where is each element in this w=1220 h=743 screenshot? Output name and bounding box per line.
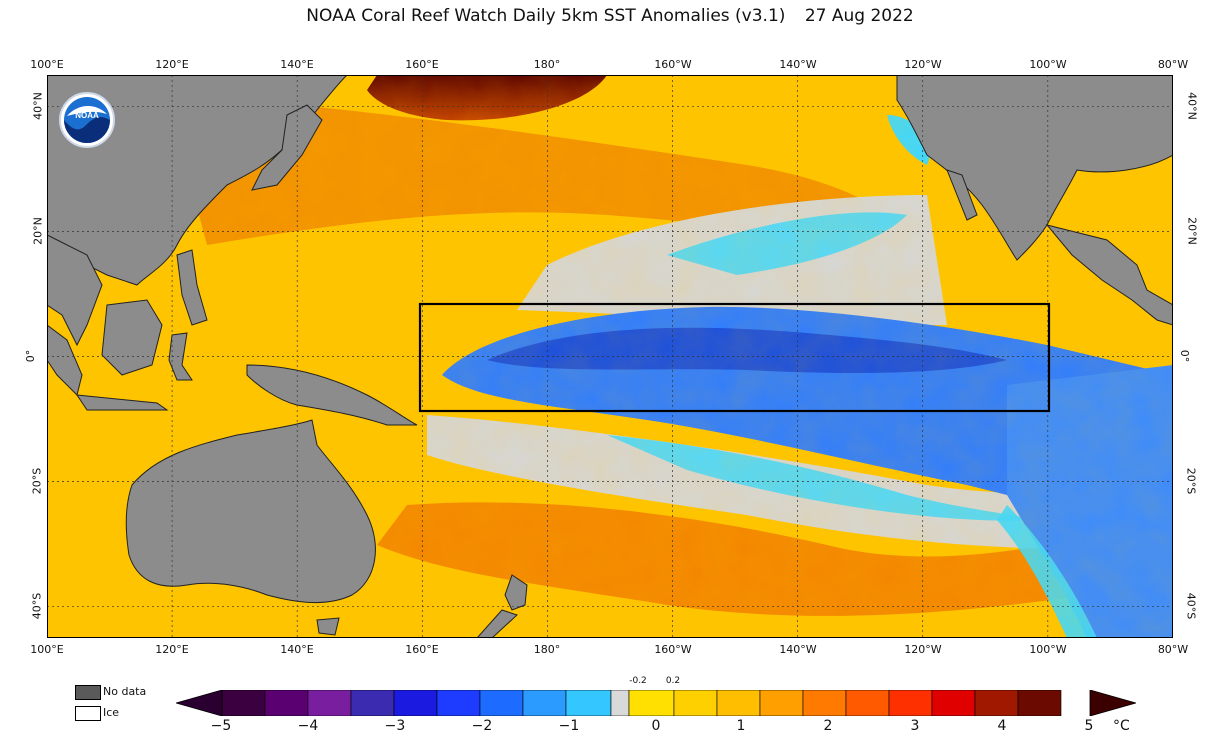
colorbar-tick-label: 5 [1084, 718, 1094, 734]
colorbar-segment [802, 690, 847, 716]
colorbar-unit: °C [1113, 718, 1130, 734]
noaa-logo: NOAA [59, 92, 115, 148]
neutral-low-label: -0.2 [629, 676, 647, 686]
lon-label-bottom-2: 140°E [280, 643, 314, 656]
colorbar-tick-label: 3 [910, 718, 920, 734]
lon-label-bottom-3: 160°E [405, 643, 439, 656]
colorbar-tick-label: −3 [384, 718, 406, 734]
ice-swatch [75, 706, 101, 721]
colorbar-segment [264, 690, 309, 716]
colorbar-segment [716, 690, 761, 716]
no-data-label: No data [103, 685, 147, 698]
colorbar-segment [350, 690, 395, 716]
lon-label-top-4: 180° [533, 58, 561, 71]
lon-label-bottom-8: 100°W [1029, 643, 1067, 656]
map-title: NOAA Coral Reef Watch Daily 5km SST Anom… [0, 6, 1220, 26]
colorbar-segment [479, 690, 524, 716]
lon-label-top-8: 100°W [1029, 58, 1067, 71]
lat-label-left-1: 20°N [31, 217, 45, 245]
colorbar-tick-label: 0 [651, 718, 661, 734]
lon-label-top-0: 100°E [30, 58, 64, 71]
colorbar-tick-label: 4 [997, 718, 1007, 734]
lat-label-left-0: 40°N [31, 92, 45, 120]
colorbar-segment [974, 690, 1019, 716]
land-masses [47, 75, 1173, 638]
lon-label-top-3: 160°E [405, 58, 439, 71]
lon-label-top-6: 140°W [779, 58, 817, 71]
land-north-america [896, 75, 1173, 261]
land-new-zealand-s [476, 609, 518, 638]
lon-label-bottom-6: 140°W [779, 643, 817, 656]
lon-label-bottom-9: 80°W [1157, 643, 1189, 656]
noaa-logo-text: NOAA [75, 111, 99, 120]
lat-label-right-2: 0° [1177, 349, 1191, 363]
sst-anomaly-map[interactable]: NOAA [47, 75, 1173, 638]
colorbar-tick-label: −4 [297, 718, 319, 734]
colorbar-left-arrow [176, 690, 223, 716]
lon-label-bottom-1: 120°E [155, 643, 189, 656]
land-indochina [47, 234, 103, 347]
land-tasmania [316, 617, 340, 636]
lon-label-top-1: 120°E [155, 58, 189, 71]
no-data-swatch [75, 685, 101, 700]
lat-label-right-4: 40°S [1184, 592, 1198, 620]
lon-label-top-7: 120°W [904, 58, 942, 71]
land-new-guinea [246, 364, 418, 426]
graticule [47, 75, 1173, 638]
lat-label-right-3: 20°S [1184, 467, 1198, 495]
colorbar-segment [436, 690, 481, 716]
colorbar-segment [307, 690, 352, 716]
lon-label-bottom-5: 160°W [654, 643, 692, 656]
colorbar-segment [759, 690, 804, 716]
colorbar-segment [393, 690, 438, 716]
lon-label-top-9: 80°W [1157, 58, 1189, 71]
lat-label-left-4: 40°S [30, 592, 44, 620]
neutral-high-label: 0.2 [665, 676, 681, 686]
land-baja [946, 169, 978, 221]
map-canvas: NOAA [47, 75, 1173, 638]
colorbar-segment [610, 690, 630, 716]
land-philippines [176, 249, 208, 326]
lat-label-right-1: 20°N [1185, 217, 1199, 245]
lon-label-bottom-4: 180° [533, 643, 561, 656]
land-japan [251, 104, 323, 191]
lon-label-bottom-7: 120°W [904, 643, 942, 656]
colorbar-tick-label: 1 [736, 718, 746, 734]
lon-label-top-2: 140°E [280, 58, 314, 71]
colorbar-right-arrow [1089, 690, 1136, 716]
colorbar-segment [628, 690, 675, 716]
colorbar-segment [888, 690, 933, 716]
colorbar [176, 690, 1136, 716]
land-central-america [1045, 224, 1173, 326]
colorbar-segment [931, 690, 976, 716]
colorbar-segment [221, 690, 266, 716]
lat-label-left-2: 0° [23, 349, 37, 363]
colorbar-tick-label: −5 [210, 718, 232, 734]
land-sulawesi [168, 332, 193, 381]
colorbar-tick-label: −2 [471, 718, 493, 734]
colorbar-segment [1017, 690, 1062, 716]
land-new-zealand-n [504, 574, 528, 611]
colorbar-tick-label: −1 [558, 718, 580, 734]
colorbar-segment [845, 690, 890, 716]
nino-region-box[interactable] [418, 302, 1051, 413]
colorbar-segment [522, 690, 567, 716]
title-date: 27 Aug 2022 [804, 6, 914, 26]
lat-label-right-0: 40°N [1185, 92, 1199, 120]
colorbar-tick-label: 2 [823, 718, 833, 734]
colorbar-segment [565, 690, 612, 716]
land-java [75, 394, 169, 411]
lon-label-top-5: 160°W [654, 58, 692, 71]
title-main: NOAA Coral Reef Watch Daily 5km SST Anom… [306, 6, 786, 26]
lat-label-left-3: 20°S [30, 467, 44, 495]
lon-label-bottom-0: 100°E [30, 643, 64, 656]
land-australia [125, 419, 376, 603]
colorbar-segment [673, 690, 718, 716]
ice-label: Ice [103, 706, 120, 719]
